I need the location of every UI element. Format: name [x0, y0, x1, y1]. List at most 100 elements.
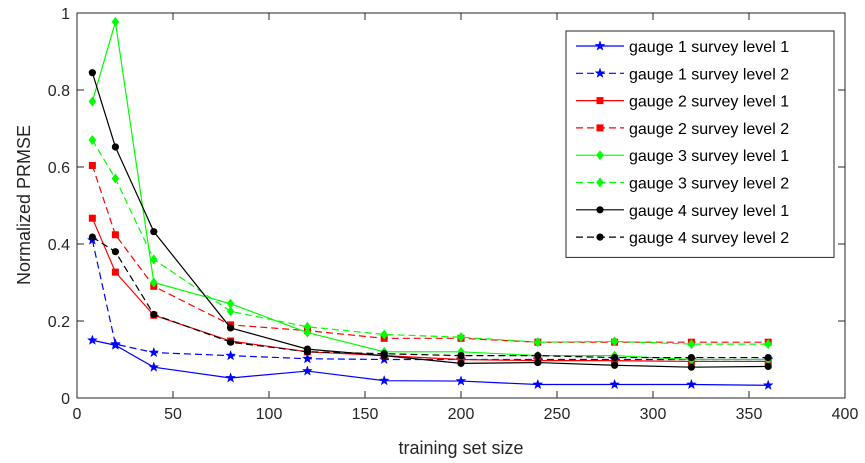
data-point — [111, 143, 119, 151]
legend-entry: gauge 3 survey level 2 — [576, 176, 789, 193]
series-1 — [86, 334, 774, 390]
series-8 — [88, 233, 772, 362]
legend-marker — [594, 67, 606, 78]
x-tick-label: 200 — [448, 406, 475, 423]
legend-label: gauge 1 survey level 2 — [629, 66, 789, 83]
data-point — [88, 135, 97, 146]
data-point — [225, 372, 237, 383]
data-point — [303, 321, 312, 332]
data-point — [687, 363, 696, 371]
legend: gauge 1 survey level 1 gauge 1 survey lev… — [565, 30, 835, 258]
y-tick-label: 0 — [61, 391, 70, 408]
data-point — [687, 353, 696, 362]
data-point — [455, 375, 467, 386]
legend-marker — [596, 206, 604, 214]
data-point — [764, 339, 772, 350]
legend-entry: gauge 4 survey level 2 — [576, 230, 789, 247]
data-point — [534, 358, 542, 367]
data-point — [301, 365, 313, 376]
legend-entry: gauge 1 survey level 1 — [576, 39, 789, 56]
series-line — [91, 139, 769, 345]
data-point — [611, 353, 619, 362]
legend-entry: gauge 3 survey level 1 — [576, 148, 789, 165]
data-point — [685, 378, 697, 390]
legend-marker — [596, 97, 604, 105]
x-tick-label: 150 — [352, 406, 379, 423]
data-point — [225, 349, 237, 361]
legend-marker — [596, 177, 604, 188]
data-point — [150, 254, 158, 265]
data-point — [457, 359, 465, 367]
legend-label: gauge 4 survey level 2 — [629, 230, 789, 247]
data-point — [111, 173, 120, 184]
data-point — [303, 348, 311, 356]
data-point — [611, 361, 619, 369]
data-point — [378, 374, 390, 386]
legend-label: gauge 1 survey level 1 — [629, 39, 789, 56]
data-point — [534, 352, 542, 360]
data-point — [88, 96, 97, 107]
x-tick-label: 250 — [544, 406, 571, 423]
data-point — [150, 228, 158, 236]
data-point — [111, 268, 119, 276]
legend-label: gauge 2 survey level 1 — [629, 94, 789, 111]
data-point — [226, 306, 235, 317]
y-tick-label: 0.8 — [48, 83, 70, 100]
data-point — [457, 352, 465, 360]
legend-label: gauge 2 survey level 2 — [629, 121, 789, 138]
data-point — [111, 16, 120, 27]
legend-marker — [594, 40, 606, 51]
x-axis-label: training set size — [398, 438, 523, 458]
data-point — [534, 337, 542, 348]
legend-entry: gauge 2 survey level 2 — [576, 121, 789, 138]
axes-layer: 0 50 100 150 200 250 300 350 400 0 0.2 0.4 0.6 0.8 1 — [48, 6, 859, 423]
x-tick-label: 300 — [640, 406, 667, 423]
x-tick-label: 100 — [256, 406, 283, 423]
x-tick-label: 400 — [832, 406, 859, 423]
legend-marker — [596, 124, 604, 132]
legend-entry: gauge 2 survey level 1 — [576, 94, 789, 111]
data-point — [764, 353, 772, 362]
data-point — [88, 233, 96, 241]
data-point — [150, 310, 158, 319]
data-point — [227, 324, 235, 332]
data-point — [301, 352, 313, 364]
data-point — [380, 350, 388, 358]
legend-marker — [596, 233, 604, 241]
data-point — [148, 346, 160, 358]
data-point — [227, 338, 235, 346]
data-point — [764, 362, 772, 371]
data-point — [111, 248, 119, 256]
legend-box — [565, 30, 835, 258]
data-point — [88, 161, 96, 169]
x-tick-label: 0 — [73, 406, 82, 423]
data-point — [610, 336, 619, 347]
legend-label: gauge 4 survey level 1 — [629, 203, 789, 220]
data-point — [88, 214, 96, 222]
y-tick-label: 1 — [61, 6, 70, 23]
legend-entry: gauge 1 survey level 2 — [576, 66, 789, 83]
legend-marker — [596, 150, 604, 161]
data-point — [148, 361, 160, 372]
data-point — [532, 378, 544, 390]
x-tick-label: 50 — [164, 406, 182, 423]
data-point — [86, 334, 98, 345]
data-point — [88, 69, 96, 77]
legend-label: gauge 3 survey level 1 — [629, 148, 789, 165]
data-point — [150, 277, 158, 288]
series-layer — [86, 16, 774, 390]
data-point — [457, 356, 465, 363]
data-point — [111, 231, 119, 239]
y-axis-label: Normalized PRMSE — [14, 125, 34, 285]
y-tick-label: 0.2 — [48, 314, 70, 331]
data-point — [380, 329, 388, 340]
series-6 — [88, 135, 772, 350]
y-tick-label: 0.4 — [48, 237, 70, 254]
data-point — [109, 338, 121, 349]
data-point — [609, 378, 621, 390]
legend-entry: gauge 4 survey level 1 — [576, 203, 789, 220]
data-point — [457, 332, 465, 343]
data-point — [303, 327, 312, 338]
data-point — [226, 298, 235, 309]
